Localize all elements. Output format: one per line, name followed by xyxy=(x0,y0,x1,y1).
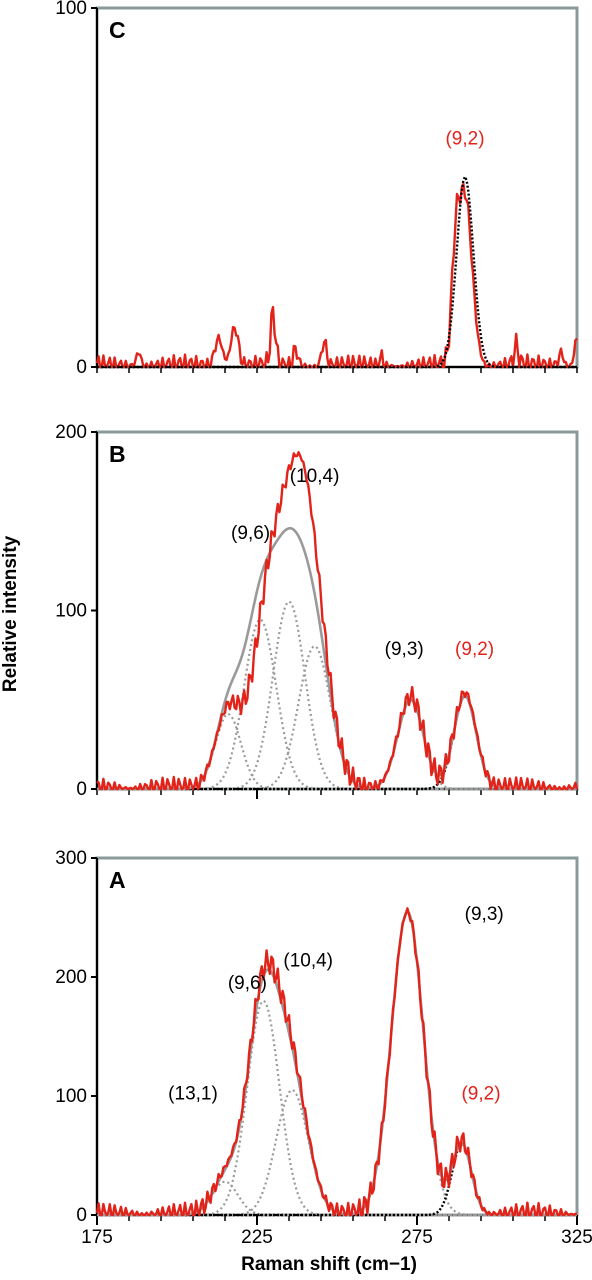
series-fit_envelope-b xyxy=(97,526,577,791)
series-fit-a xyxy=(97,910,577,1217)
series-fit-a xyxy=(97,1088,577,1217)
plot-frame-c xyxy=(95,6,579,369)
series-measured-c xyxy=(95,182,578,369)
y-tick-label: 100 xyxy=(55,0,87,19)
x-tick-label: 325 xyxy=(561,1227,592,1248)
peak-label: (9,6) xyxy=(228,973,267,994)
peak-label: (9,2) xyxy=(455,639,494,660)
peak-label: (13,1) xyxy=(168,1084,218,1105)
y-tick-label: 0 xyxy=(76,1205,87,1226)
x-tick-label: 275 xyxy=(401,1227,433,1248)
series-fit-a xyxy=(97,999,577,1217)
series-fit-b xyxy=(97,698,577,791)
series-fit_envelope-a xyxy=(97,910,577,1217)
peak-label: (9,2) xyxy=(445,128,484,149)
y-axis-title: Relative intensity xyxy=(0,535,21,692)
series-measured-b xyxy=(96,451,579,791)
x-tick-label: 225 xyxy=(241,1227,273,1248)
series-measured-a xyxy=(95,907,578,1217)
y-tick-label: 0 xyxy=(76,357,87,378)
x-axis-title: Raman shift (cm−1) xyxy=(241,1254,417,1275)
series-highlight_fit-b xyxy=(97,695,577,791)
y-tick-label: 200 xyxy=(55,967,87,988)
peak-label: (9,3) xyxy=(465,904,504,925)
series-highlight_fit-c xyxy=(97,175,577,369)
y-tick-label: 300 xyxy=(55,848,87,869)
panel-letter: B xyxy=(109,441,126,467)
peak-label: (9,2) xyxy=(461,1084,500,1105)
series-fit-b xyxy=(97,600,577,791)
peak-label: (9,6) xyxy=(231,523,270,544)
x-tick-label: 175 xyxy=(81,1227,113,1248)
y-tick-label: 100 xyxy=(55,601,87,622)
plot-frame-a xyxy=(95,856,579,1217)
peak-label: (9,3) xyxy=(385,639,424,660)
y-tick-label: 0 xyxy=(76,779,87,800)
y-tick-label: 100 xyxy=(55,1086,87,1107)
peak-label: (10,4) xyxy=(283,950,333,971)
panel-letter: A xyxy=(109,867,126,893)
panel-b-chart: 0 100 200 B (10,4) (9,6) (9,3) (9,2) xyxy=(55,422,579,800)
series-fit-b xyxy=(97,618,577,791)
panel-letter: C xyxy=(109,17,126,43)
y-tick-label: 200 xyxy=(55,422,87,443)
panel-a-chart: 0 100 200 300 175 225 275 325 A (9,3) (10,4) (9,6) (… xyxy=(55,848,592,1248)
panel-c-chart: 0 100 C (9,2) xyxy=(55,0,579,378)
peak-label: (10,4) xyxy=(290,466,340,487)
